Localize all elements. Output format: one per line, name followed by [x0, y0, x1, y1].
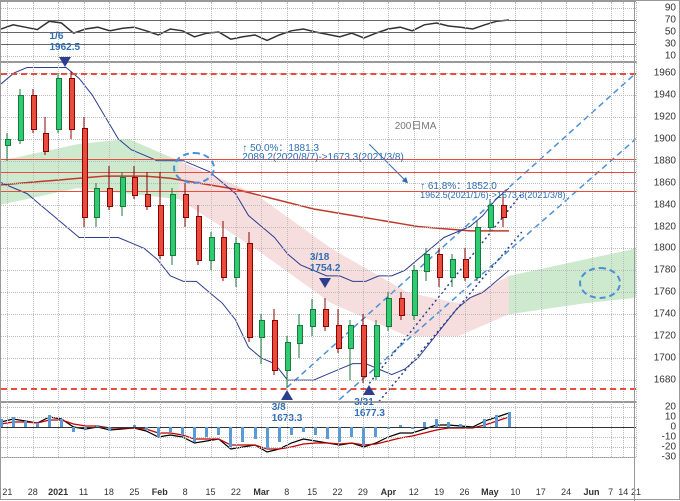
highlight-ellipse	[579, 267, 621, 299]
candle	[463, 248, 467, 281]
candle	[412, 265, 416, 320]
candle	[132, 166, 136, 199]
macd-panel: -30-20-1001020	[1, 401, 636, 458]
main-panel: 1680170017201740176017801800182018401860…	[1, 61, 636, 403]
candle	[259, 314, 263, 363]
candle	[234, 237, 238, 286]
candle	[170, 188, 174, 265]
rsi-panel: 1030507090	[1, 1, 636, 63]
candle	[285, 336, 289, 388]
chart-container: 1030507090 16801700172017401760178018001…	[0, 0, 680, 500]
candle	[120, 172, 124, 216]
candle	[196, 205, 200, 265]
candle	[247, 232, 251, 342]
candle	[18, 89, 22, 144]
candle	[94, 183, 98, 227]
candle	[43, 117, 47, 155]
highlight-ellipse	[173, 152, 215, 184]
candle	[272, 309, 276, 375]
candle	[145, 172, 149, 210]
candle	[475, 221, 479, 281]
candle	[56, 73, 60, 133]
candle	[5, 133, 9, 160]
candle	[107, 166, 111, 210]
candle	[221, 221, 225, 281]
candle	[82, 117, 86, 227]
candle	[297, 314, 301, 358]
price-annotation: 1/61962.5	[50, 31, 81, 53]
candle	[183, 183, 187, 227]
candle	[361, 314, 365, 383]
text-label: 2089.2(2020/8/7)->1673.3(2021/3/8)	[242, 152, 404, 163]
candle	[450, 254, 454, 287]
text-label: 200日MA	[395, 117, 437, 132]
text-label: 1962.5(2021/1/6)->1673.3(2021/3/8)	[420, 190, 565, 200]
candle	[386, 292, 390, 330]
candle	[374, 320, 378, 380]
candle	[336, 309, 340, 353]
candle	[437, 248, 441, 286]
candle	[399, 292, 403, 319]
candle	[323, 298, 327, 331]
candle	[424, 248, 428, 281]
candle	[69, 71, 73, 139]
price-annotation: 3/181754.2	[310, 252, 341, 274]
candle	[209, 232, 213, 270]
candle	[31, 89, 35, 133]
candle	[488, 199, 492, 232]
candle	[158, 172, 162, 260]
candle	[348, 320, 352, 380]
candle	[310, 299, 314, 336]
